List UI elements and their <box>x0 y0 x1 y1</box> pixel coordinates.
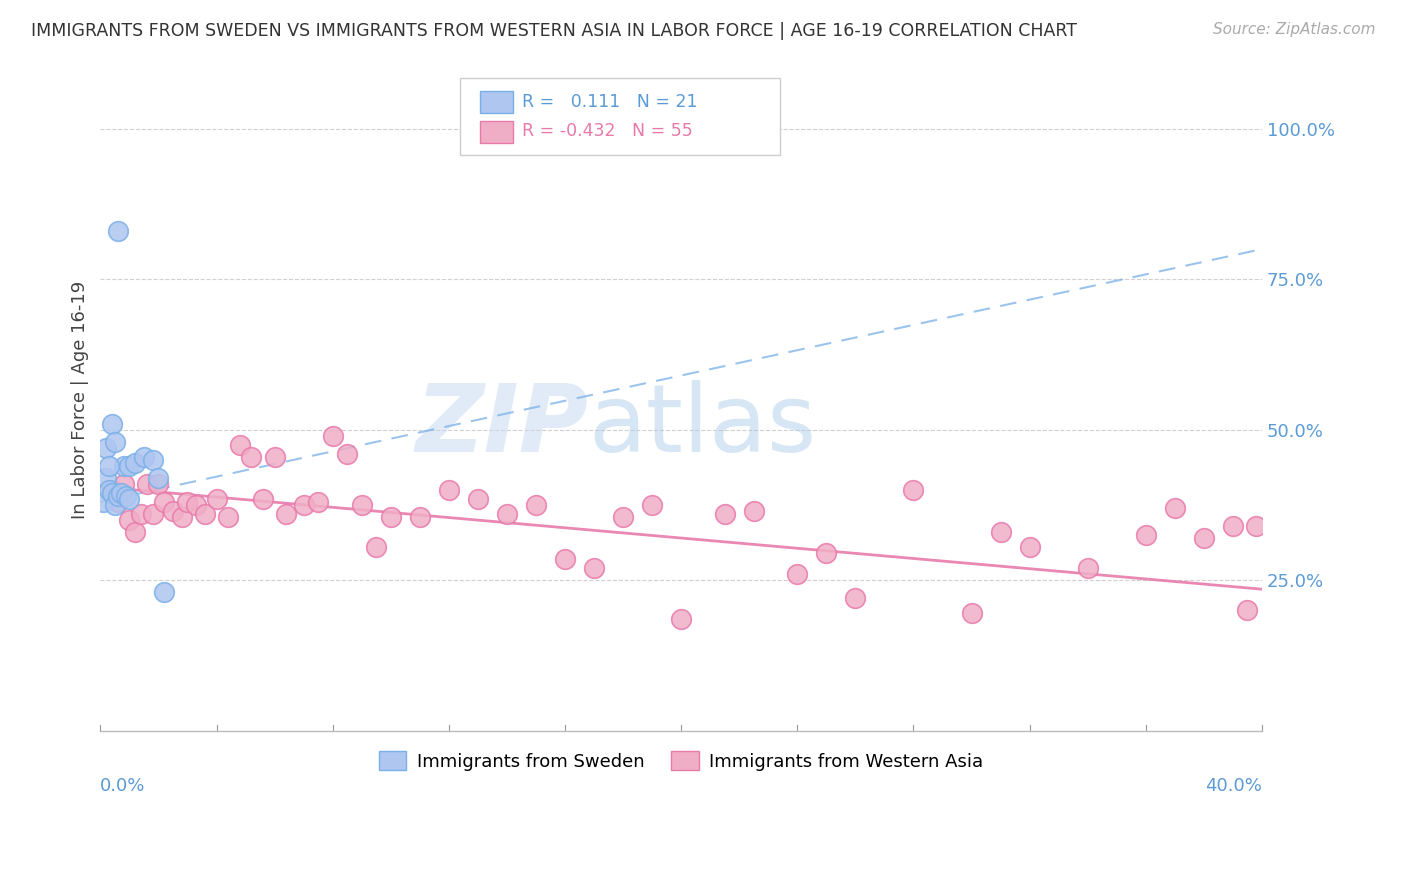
Point <box>366 540 388 554</box>
Point <box>437 483 460 497</box>
Point <box>162 504 184 518</box>
Point <box>104 434 127 449</box>
Text: R = -0.432   N = 55: R = -0.432 N = 55 <box>522 122 693 140</box>
Point <box>960 607 983 621</box>
Point <box>186 498 208 512</box>
Point <box>990 524 1012 539</box>
Point <box>1236 603 1258 617</box>
Text: 40.0%: 40.0% <box>1205 777 1263 795</box>
Point <box>815 546 838 560</box>
Point <box>135 476 157 491</box>
Point <box>240 450 263 464</box>
Point <box>380 510 402 524</box>
Point <box>205 491 228 506</box>
Point <box>409 510 432 524</box>
Point <box>1077 561 1099 575</box>
Point <box>252 491 274 506</box>
Point <box>582 561 605 575</box>
Point <box>96 471 118 485</box>
Point <box>524 498 547 512</box>
Legend: Immigrants from Sweden, Immigrants from Western Asia: Immigrants from Sweden, Immigrants from … <box>371 744 991 778</box>
Point <box>118 491 141 506</box>
Point <box>91 495 114 509</box>
Point <box>350 498 373 512</box>
FancyBboxPatch shape <box>481 121 513 144</box>
Point <box>124 524 146 539</box>
Point <box>336 447 359 461</box>
Point <box>612 510 634 524</box>
Point <box>98 483 121 497</box>
Text: Source: ZipAtlas.com: Source: ZipAtlas.com <box>1212 22 1375 37</box>
Point <box>142 507 165 521</box>
Point <box>112 458 135 473</box>
Point <box>101 417 124 431</box>
Point <box>148 471 170 485</box>
Point <box>101 483 124 497</box>
Point <box>641 498 664 512</box>
Point <box>554 552 576 566</box>
Point <box>322 428 344 442</box>
Point <box>307 495 329 509</box>
Point <box>669 612 692 626</box>
Point <box>844 591 866 606</box>
Point <box>292 498 315 512</box>
Point <box>1164 500 1187 515</box>
Point <box>194 507 217 521</box>
Point <box>148 476 170 491</box>
Point <box>263 450 285 464</box>
Point <box>129 507 152 521</box>
Point <box>124 456 146 470</box>
Point <box>153 495 176 509</box>
Point <box>1192 531 1215 545</box>
Y-axis label: In Labor Force | Age 16-19: In Labor Force | Age 16-19 <box>72 280 89 519</box>
Point <box>101 486 124 500</box>
Point <box>1222 519 1244 533</box>
Point <box>98 458 121 473</box>
Text: IMMIGRANTS FROM SWEDEN VS IMMIGRANTS FROM WESTERN ASIA IN LABOR FORCE | AGE 16-1: IMMIGRANTS FROM SWEDEN VS IMMIGRANTS FRO… <box>31 22 1077 40</box>
Point <box>176 495 198 509</box>
Point <box>467 491 489 506</box>
Text: 0.0%: 0.0% <box>100 777 146 795</box>
Point <box>742 504 765 518</box>
Point <box>118 458 141 473</box>
Point <box>107 489 129 503</box>
Point <box>1018 540 1040 554</box>
FancyBboxPatch shape <box>481 91 513 113</box>
Point <box>903 483 925 497</box>
Point <box>276 507 298 521</box>
Point <box>170 510 193 524</box>
Point <box>1135 528 1157 542</box>
Point <box>110 486 132 500</box>
Point <box>107 224 129 238</box>
Point <box>118 513 141 527</box>
Point <box>153 585 176 599</box>
Point <box>112 476 135 491</box>
Point <box>104 498 127 512</box>
Point <box>96 441 118 455</box>
Point <box>107 495 129 509</box>
Point <box>496 507 519 521</box>
Point <box>132 450 155 464</box>
Point <box>713 507 735 521</box>
Point <box>217 510 239 524</box>
FancyBboxPatch shape <box>460 78 780 154</box>
Point <box>115 489 138 503</box>
Text: R =   0.111   N = 21: R = 0.111 N = 21 <box>522 93 697 111</box>
Point <box>229 438 252 452</box>
Text: atlas: atlas <box>588 380 817 472</box>
Point <box>142 452 165 467</box>
Point <box>1244 519 1267 533</box>
Point <box>786 567 808 582</box>
Text: ZIP: ZIP <box>415 380 588 472</box>
